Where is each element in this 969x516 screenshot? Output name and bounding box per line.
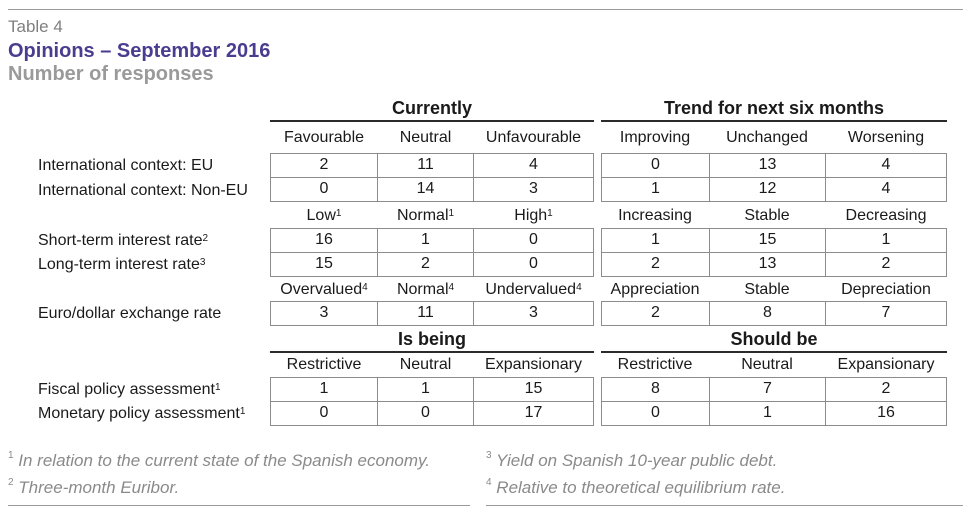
footnote: 3 Yield on Spanish 10-year public debt.	[486, 450, 778, 470]
table-cell: 11	[377, 153, 474, 178]
table-cell: 0	[270, 401, 378, 426]
table-cell: 15	[473, 377, 594, 402]
table-cell: 3	[473, 301, 594, 326]
group-currently: Currently	[270, 97, 594, 122]
table-cell: 0	[601, 153, 710, 178]
col-header: Improving	[619, 129, 691, 146]
group-is-being: Is being	[270, 328, 594, 353]
table-number: Table 4	[8, 17, 63, 36]
table-cell: 13	[709, 252, 826, 277]
table-cell: 4	[825, 177, 947, 202]
col-header: High1	[514, 207, 553, 224]
table-cell: 15	[709, 228, 826, 253]
table-cell: 16	[270, 228, 378, 253]
col-header: Favourable	[283, 129, 365, 146]
table-cell: 1	[601, 177, 710, 202]
bottom-rule-left	[8, 505, 470, 506]
table-cell: 2	[270, 153, 378, 178]
col-header: Unchanged	[726, 129, 808, 146]
table-cell: 0	[473, 228, 594, 253]
table-cell: 1	[601, 228, 710, 253]
table-cell: 17	[473, 401, 594, 426]
table-cell: 8	[601, 377, 710, 402]
col-header: Depreciation	[841, 281, 931, 298]
table-cell: 3	[270, 301, 378, 326]
table-cell: 4	[825, 153, 947, 178]
table-cell: 15	[270, 252, 378, 277]
table-cell: 2	[825, 252, 947, 277]
col-header: Expansionary	[837, 356, 935, 373]
row-label: Euro/dollar exchange rate	[38, 305, 222, 322]
col-header: Neutral	[741, 356, 793, 373]
table-cell: 2	[377, 252, 474, 277]
group-should-be: Should be	[601, 328, 947, 353]
table-title: Opinions – September 2016	[8, 40, 271, 62]
col-header: Appreciation	[610, 281, 700, 298]
col-header: Stable	[744, 281, 790, 298]
table-cell: 1	[709, 401, 826, 426]
col-header: Undervalued4	[485, 281, 582, 298]
table-cell: 2	[601, 301, 710, 326]
col-header: Unfavourable	[485, 129, 582, 146]
col-header: Increasing	[618, 207, 692, 224]
col-header: Stable	[744, 207, 790, 224]
table-cell: 7	[709, 377, 826, 402]
table-cell: 4	[473, 153, 594, 178]
col-header: Normal1	[396, 207, 455, 224]
table-cell: 7	[825, 301, 947, 326]
row-label: Fiscal policy assessment1	[38, 381, 221, 398]
col-header: Neutral	[399, 356, 452, 373]
table-cell: 2	[825, 377, 947, 402]
col-header: Worsening	[847, 129, 925, 146]
col-header: Expansionary	[485, 356, 582, 373]
table-cell: 1	[377, 228, 474, 253]
group-trend: Trend for next six months	[601, 97, 947, 122]
row-label: International context: EU	[38, 157, 214, 174]
table-cell: 3	[473, 177, 594, 202]
col-header: Decreasing	[845, 207, 927, 224]
footnote: 4 Relative to theoretical equilibrium ra…	[486, 477, 786, 497]
col-header: Neutral	[399, 129, 452, 146]
row-label: Long-term interest rate3	[38, 256, 206, 273]
footnote: 2 Three-month Euribor.	[8, 477, 180, 497]
top-rule	[8, 9, 963, 10]
table-cell: 1	[270, 377, 378, 402]
col-header: Restrictive	[286, 356, 362, 373]
table-cell: 11	[377, 301, 474, 326]
row-label: Short-term interest rate2	[38, 232, 209, 249]
col-header: Overvalued4	[280, 281, 368, 298]
table-subtitle: Number of responses	[8, 63, 214, 85]
col-header: Low1	[306, 207, 342, 224]
table-cell: 16	[825, 401, 947, 426]
row-label: International context: Non-EU	[38, 182, 248, 199]
table-cell: 12	[709, 177, 826, 202]
table-cell: 0	[473, 252, 594, 277]
table-cell: 8	[709, 301, 826, 326]
col-header: Normal4	[396, 281, 455, 298]
table-cell: 0	[377, 401, 474, 426]
row-label: Monetary policy assessment1	[38, 405, 246, 422]
table-cell: 1	[377, 377, 474, 402]
footnote: 1 In relation to the current state of th…	[8, 450, 430, 470]
table-cell: 0	[601, 401, 710, 426]
col-header: Restrictive	[617, 356, 693, 373]
table-cell: 14	[377, 177, 474, 202]
table-cell: 0	[270, 177, 378, 202]
table-cell: 2	[601, 252, 710, 277]
table-cell: 13	[709, 153, 826, 178]
table-cell: 1	[825, 228, 947, 253]
bottom-rule-right	[486, 505, 963, 506]
